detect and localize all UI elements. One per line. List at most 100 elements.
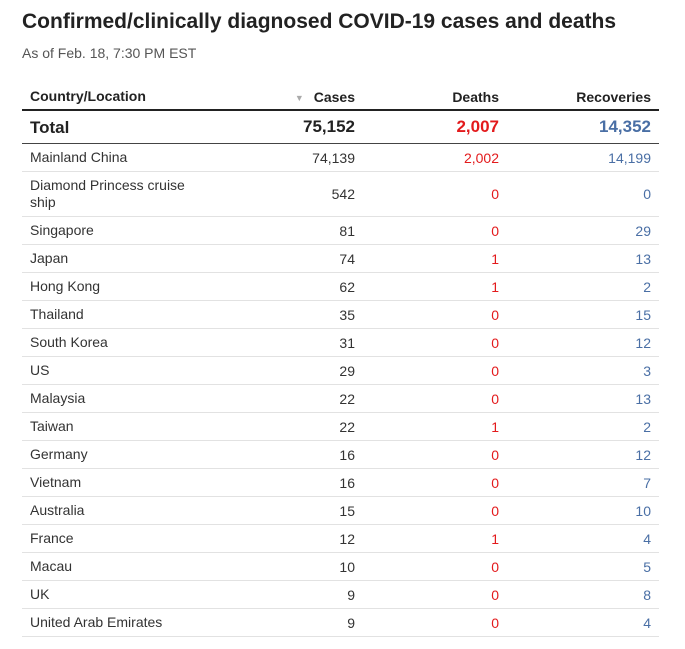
deaths-cell: 0 xyxy=(491,502,499,519)
header-recoveries[interactable]: Recoveries xyxy=(576,88,651,105)
header-location[interactable]: Country/Location xyxy=(30,88,146,104)
recoveries-cell: 4 xyxy=(643,530,651,547)
location-cell: South Korea xyxy=(30,334,108,350)
deaths-cell: 2,002 xyxy=(463,149,499,166)
table-title: Confirmed/clinically diagnosed COVID-19 … xyxy=(22,10,617,33)
table-row: Hong Kong 62 1 2 xyxy=(22,273,659,301)
location-cell: Australia xyxy=(30,502,85,518)
cases-cell: 74 xyxy=(339,250,355,267)
table-row: France 12 1 4 xyxy=(22,525,659,553)
deaths-cell: 0 xyxy=(491,558,499,575)
deaths-cell: 0 xyxy=(491,186,499,202)
table-row: Vietnam 16 0 7 xyxy=(22,469,659,497)
total-recoveries: 14,352 xyxy=(599,117,651,136)
cases-cell: 81 xyxy=(339,222,355,239)
location-cell: US xyxy=(30,362,50,378)
cases-cell: 31 xyxy=(339,334,355,351)
recoveries-cell: 15 xyxy=(635,306,651,323)
location-cell: Diamond Princess cruise ship xyxy=(30,177,185,210)
table-row: Japan 74 1 13 xyxy=(22,245,659,273)
header-cases-label: Cases xyxy=(313,88,355,105)
location-cell: Vietnam xyxy=(30,474,82,490)
table-row: Mainland China 74,139 2,002 14,199 xyxy=(22,144,659,172)
recoveries-cell: 13 xyxy=(635,390,651,407)
deaths-cell: 0 xyxy=(491,586,499,603)
cases-cell: 16 xyxy=(339,446,355,463)
location-cell: France xyxy=(30,530,74,546)
cases-cell: 22 xyxy=(339,418,355,435)
table-row: United Arab Emirates 9 0 4 xyxy=(22,609,659,637)
table-body: Mainland China 74,139 2,002 14,199 Diamond P… xyxy=(22,144,659,637)
cases-cell: 29 xyxy=(339,362,355,379)
cases-cell: 22 xyxy=(339,390,355,407)
recoveries-cell: 4 xyxy=(643,614,651,631)
location-cell: Singapore xyxy=(30,222,94,238)
cases-cell: 16 xyxy=(339,474,355,491)
location-cell: Thailand xyxy=(30,306,84,322)
cases-cell: 12 xyxy=(339,530,355,547)
recoveries-cell: 5 xyxy=(643,558,651,575)
recoveries-cell: 12 xyxy=(635,334,651,351)
table-row: Taiwan 22 1 2 xyxy=(22,413,659,441)
location-cell: Macau xyxy=(30,558,73,574)
table-row: Thailand 35 0 15 xyxy=(22,301,659,329)
recoveries-cell: 2 xyxy=(643,278,651,295)
total-deaths: 2,007 xyxy=(456,117,499,136)
table-row: Singapore 81 0 29 xyxy=(22,217,659,245)
cases-cell: 15 xyxy=(339,502,355,519)
table-row: South Korea 31 0 12 xyxy=(22,329,659,357)
table-row: UK 9 0 8 xyxy=(22,581,659,609)
deaths-cell: 1 xyxy=(491,418,499,435)
recoveries-cell: 8 xyxy=(643,586,651,603)
cases-cell: 542 xyxy=(331,186,355,202)
cases-table: Country/Location ▼ Cases Deaths Recoverie… xyxy=(22,84,659,637)
recoveries-cell: 2 xyxy=(643,418,651,435)
table-row: Macau 10 0 5 xyxy=(22,553,659,581)
deaths-cell: 1 xyxy=(491,530,499,547)
total-label: Total xyxy=(30,117,70,137)
location-cell: Mainland China xyxy=(30,149,128,165)
table-row: Germany 16 0 12 xyxy=(22,441,659,469)
cases-cell: 35 xyxy=(339,306,355,323)
deaths-cell: 1 xyxy=(491,278,499,295)
location-cell: UK xyxy=(30,586,50,602)
table-row: Malaysia 22 0 13 xyxy=(22,385,659,413)
deaths-cell: 0 xyxy=(491,446,499,463)
location-cell: Hong Kong xyxy=(30,278,101,294)
total-row: Total 75,152 2,007 14,352 xyxy=(22,111,659,144)
deaths-cell: 1 xyxy=(491,250,499,267)
location-cell: Germany xyxy=(30,446,88,462)
recoveries-cell: 10 xyxy=(635,502,651,519)
table-row: Diamond Princess cruise ship 542 0 0 xyxy=(22,172,659,217)
location-cell: Taiwan xyxy=(30,418,74,434)
deaths-cell: 0 xyxy=(491,334,499,351)
location-cell: Malaysia xyxy=(30,390,86,406)
deaths-cell: 0 xyxy=(491,362,499,379)
cases-cell: 9 xyxy=(347,586,355,603)
deaths-cell: 0 xyxy=(491,222,499,239)
deaths-cell: 0 xyxy=(491,390,499,407)
recoveries-cell: 7 xyxy=(643,474,651,491)
recoveries-cell: 29 xyxy=(635,222,651,239)
recoveries-cell: 0 xyxy=(643,186,651,202)
cases-cell: 10 xyxy=(339,558,355,575)
table-row: Australia 15 0 10 xyxy=(22,497,659,525)
cases-cell: 62 xyxy=(339,278,355,295)
deaths-cell: 0 xyxy=(491,306,499,323)
recoveries-cell: 3 xyxy=(643,362,651,379)
recoveries-cell: 13 xyxy=(635,250,651,267)
table-subtitle: As of Feb. 18, 7:30 PM EST xyxy=(22,45,197,61)
location-cell: United Arab Emirates xyxy=(30,614,163,630)
table-row: US 29 0 3 xyxy=(22,357,659,385)
cases-cell: 74,139 xyxy=(312,149,355,166)
header-deaths[interactable]: Deaths xyxy=(452,88,499,105)
total-cases: 75,152 xyxy=(303,117,355,136)
deaths-cell: 0 xyxy=(491,474,499,491)
recoveries-cell: 12 xyxy=(635,446,651,463)
sort-down-triangle-icon: ▼ xyxy=(294,92,304,103)
header-cases[interactable]: ▼ Cases xyxy=(202,89,355,105)
cases-cell: 9 xyxy=(347,614,355,631)
location-cell: Japan xyxy=(30,250,69,266)
table-header: Country/Location ▼ Cases Deaths Recoverie… xyxy=(22,84,659,111)
deaths-cell: 0 xyxy=(491,614,499,631)
